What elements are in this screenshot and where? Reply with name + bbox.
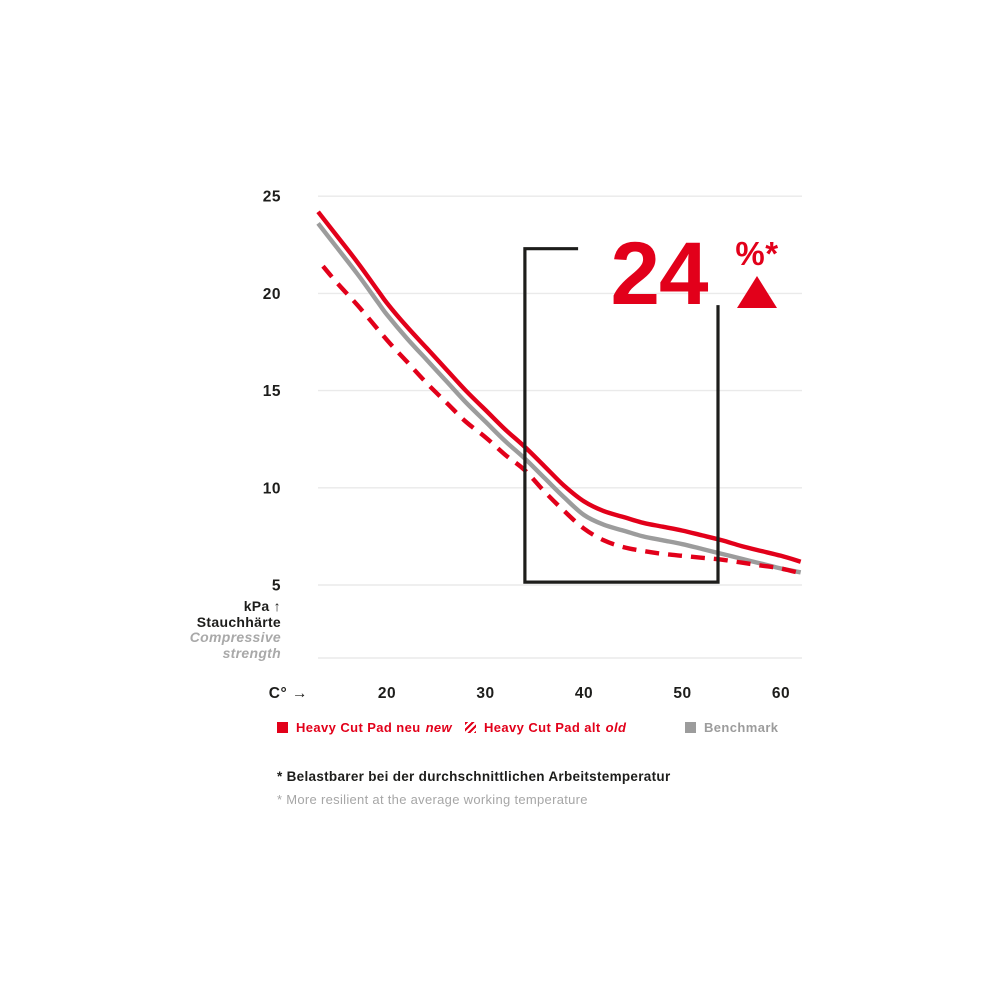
y-axis-label-de: Stauchhärte — [196, 613, 281, 630]
solid-red-square-icon — [277, 722, 288, 733]
highlight-value: 24 — [610, 223, 709, 323]
series-line-benchmark — [316, 222, 802, 575]
legend-item-heavy-cut-pad-neu: Heavy Cut Pad neu new — [277, 720, 452, 735]
comparison-bracket — [523, 247, 720, 584]
x-tick-label-40: 40 — [575, 685, 593, 702]
footnote-english: * More resilient at the average working … — [277, 792, 588, 807]
y-tick-label-20: 20 — [263, 286, 281, 303]
legend-label: Heavy Cut Pad alt old — [484, 720, 627, 735]
y-tick-label-5: 5 — [272, 578, 281, 595]
footnote-german: * Belastbarer bei der durchschnittlichen… — [277, 769, 671, 784]
legend-label: Benchmark — [704, 720, 779, 735]
y-axis-label-en-1: Compressive — [189, 629, 281, 645]
x-tick-label-60: 60 — [772, 685, 790, 702]
x-tick-label-50: 50 — [673, 685, 691, 702]
y-tick-label-15: 15 — [263, 383, 281, 400]
legend-label: Heavy Cut Pad neu new — [296, 720, 453, 735]
y-axis-label-en-2: strength — [222, 644, 281, 661]
highlight-unit: %* — [735, 235, 779, 272]
y-tick-label-25: 25 — [263, 189, 281, 206]
legend-item-heavy-cut-pad-alt: Heavy Cut Pad alt old — [465, 720, 626, 735]
legend: Heavy Cut Pad neu new Heavy Cut Pad alt ol… — [0, 720, 1000, 738]
hatched-red-square-icon — [465, 722, 476, 733]
x-tick-label-30: 30 — [476, 685, 494, 702]
y-axis-unit: kPa ↑ — [243, 598, 281, 614]
legend-item-benchmark: Benchmark — [685, 720, 778, 735]
series-line-heavy-cut-pad-neu-new — [316, 210, 802, 564]
y-tick-label-10: 10 — [263, 480, 281, 497]
solid-gray-square-icon — [685, 722, 696, 733]
series-line-heavy-cut-pad-alt-old — [321, 264, 802, 576]
increase-triangle-icon — [737, 276, 777, 308]
x-tick-label-20: 20 — [378, 685, 396, 702]
x-axis-title: C° → — [269, 685, 308, 702]
y-axis-title: kPa ↑ Stauchhärte Compressive strength — [189, 598, 281, 661]
